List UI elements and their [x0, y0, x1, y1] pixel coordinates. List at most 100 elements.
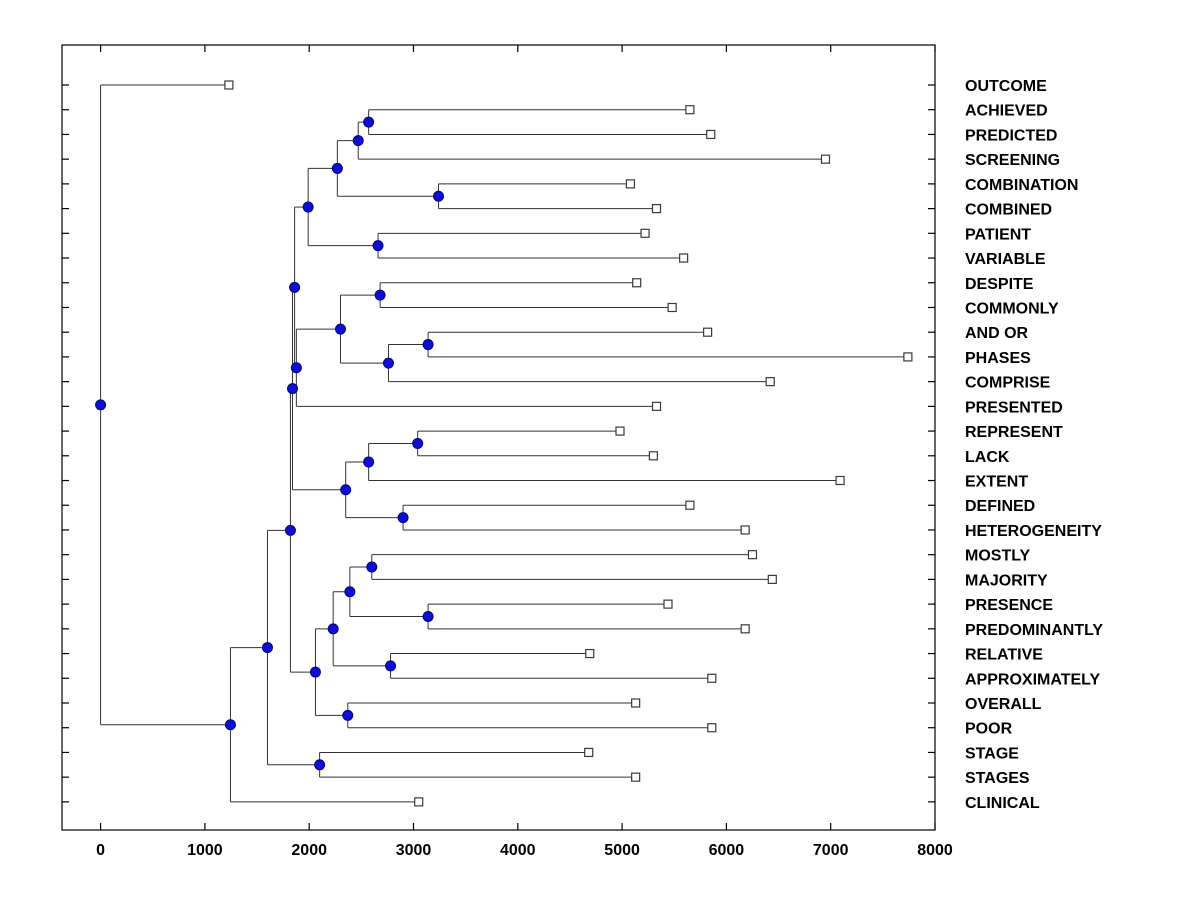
leaf-label: POOR — [965, 721, 1013, 738]
leaf-marker — [706, 129, 716, 140]
merge-node-marker — [334, 323, 346, 335]
leaf-label: STAGES — [965, 770, 1030, 787]
leaf-marker — [631, 698, 641, 708]
merge-node-marker — [314, 759, 326, 771]
leaf-label: LACK — [965, 449, 1010, 466]
leaf-label: HETEROGENEITY — [965, 523, 1102, 540]
leaf-marker — [648, 451, 658, 461]
axes-box — [61, 44, 936, 831]
merge-node-marker — [363, 456, 375, 468]
x-tick-label: 5000 — [604, 842, 640, 859]
leaf-label: COMPRISE — [965, 375, 1051, 392]
leaf-label: ACHIEVED — [965, 103, 1048, 120]
leaf-label: CLINICAL — [965, 795, 1040, 812]
merge-node-marker — [382, 357, 394, 369]
leaf-marker — [224, 80, 234, 90]
merge-node-marker — [302, 201, 314, 213]
merge-node-marker — [412, 437, 424, 449]
leaf-marker — [615, 426, 625, 436]
leaf-marker — [625, 179, 636, 189]
leaf-marker — [903, 352, 913, 362]
merge-node-marker — [374, 289, 386, 301]
merge-node-marker — [385, 660, 397, 672]
leaf-marker — [703, 327, 713, 337]
x-tick-label: 0 — [96, 842, 105, 859]
x-tick-label: 8000 — [917, 842, 953, 859]
merge-node-marker — [422, 339, 434, 351]
leaf-label: RELATIVE — [965, 647, 1043, 664]
leaf-marker — [632, 278, 642, 288]
merge-node-marker — [422, 610, 434, 622]
leaf-label: DEFINED — [965, 498, 1035, 515]
merge-node-marker — [352, 135, 364, 147]
merge-node-marker — [331, 162, 343, 174]
x-tick-label: 3000 — [396, 842, 432, 859]
leaf-label: COMBINATION — [965, 177, 1078, 194]
leaf-label: VARIABLE — [965, 251, 1046, 268]
leaf-label: MAJORITY — [965, 572, 1048, 589]
merge-node-marker — [289, 281, 301, 293]
leaf-marker — [631, 772, 641, 782]
leaf-label: DESPITE — [965, 276, 1034, 293]
leaf-label: OUTCOME — [965, 78, 1047, 95]
merge-node-marker — [372, 240, 384, 252]
leaf-label: PHASES — [965, 350, 1031, 367]
leaf-marker — [663, 599, 673, 609]
merge-node-marker — [433, 190, 445, 202]
leaf-marker — [685, 500, 695, 510]
leaf-label: PRESENCE — [965, 597, 1053, 614]
leaf-label: MOSTLY — [965, 548, 1031, 565]
leaf-label: PREDOMINANTLY — [965, 622, 1103, 639]
x-tick-label: 4000 — [500, 842, 536, 859]
merge-node-marker — [397, 512, 409, 524]
leaf-marker — [820, 154, 831, 164]
leaf-marker — [640, 228, 650, 238]
leaf-marker — [707, 723, 717, 733]
merge-node-marker — [344, 586, 356, 598]
leaf-label: REPRESENT — [965, 424, 1063, 441]
leaf-label: STAGE — [965, 745, 1019, 762]
merge-node-marker — [95, 399, 107, 411]
merge-node-marker — [261, 642, 273, 654]
leaf-marker — [585, 648, 595, 659]
x-tick-label: 6000 — [709, 842, 745, 859]
leaf-marker — [679, 253, 689, 263]
leaf-label: COMMONLY — [965, 300, 1059, 317]
x-tick-label: 1000 — [187, 842, 223, 859]
merge-node-marker — [327, 623, 339, 635]
leaf-label: COMBINED — [965, 202, 1052, 219]
leaf-label: APPROXIMATELY — [965, 671, 1100, 688]
leaf-marker — [835, 475, 845, 486]
leaf-marker — [584, 747, 594, 758]
leaf-marker — [765, 377, 775, 387]
leaf-marker — [747, 550, 758, 560]
x-tick-label: 2000 — [291, 842, 327, 859]
merge-node-marker — [340, 484, 352, 496]
leaf-label: PRESENTED — [965, 399, 1063, 416]
merge-node-marker — [363, 116, 375, 128]
leaf-label: OVERALL — [965, 696, 1042, 713]
leaf-label: AND OR — [965, 325, 1029, 342]
leaf-marker — [740, 525, 750, 535]
merge-node-marker — [366, 561, 378, 573]
leaf-marker — [767, 574, 777, 585]
leaf-label: PREDICTED — [965, 127, 1057, 144]
leaf-marker — [651, 401, 662, 411]
leaf-label: EXTENT — [965, 474, 1028, 491]
leaf-marker — [707, 673, 717, 683]
leaf-marker — [414, 797, 424, 807]
merge-node-marker — [224, 719, 236, 731]
merge-node-marker — [342, 709, 354, 721]
merge-node-marker — [290, 362, 302, 374]
merge-node-marker — [309, 666, 321, 678]
leaf-label: SCREENING — [965, 152, 1060, 169]
merge-node-marker — [284, 524, 296, 536]
merge-node-marker — [287, 383, 299, 395]
leaf-marker — [740, 624, 750, 634]
leaf-marker — [685, 105, 695, 115]
leaf-marker — [651, 204, 662, 214]
x-tick-label: 7000 — [813, 842, 849, 859]
leaf-marker — [667, 302, 677, 313]
